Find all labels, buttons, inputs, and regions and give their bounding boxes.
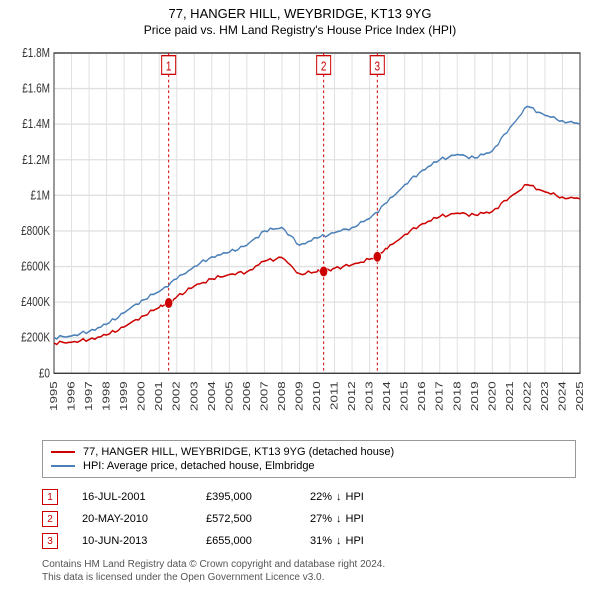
transaction-delta: 27% ↓ HPI [310,513,364,525]
x-tick-label: 1998 [101,381,112,411]
transaction-delta: 31% ↓ HPI [310,535,364,547]
transaction-badge: 3 [42,533,58,549]
y-tick-label: £1.6M [22,81,50,96]
x-tick-label: 2011 [329,381,340,410]
price-chart: £0 £200K £400K £600K £800K £1M £1.2M £1.4M £1.6M… [8,45,586,432]
legend-item: 77, HANGER HILL, WEYBRIDGE, KT13 9YG (de… [51,445,567,459]
x-tick-label: 2022 [522,381,533,411]
x-tick-label: 2017 [434,381,445,411]
transaction-row: 2 20-MAY-2010 £572,500 27% ↓ HPI [42,508,576,530]
x-tick-label: 1997 [84,381,95,411]
x-tick-label: 2021 [504,381,515,411]
y-tick-label: £800K [21,224,50,239]
y-tick-label: £1M [31,188,50,203]
transaction-badge: 1 [42,489,58,505]
x-tick-label: 2009 [294,381,305,411]
title-block: 77, HANGER HILL, WEYBRIDGE, KT13 9YG Pri… [0,0,600,41]
legend-label: HPI: Average price, detached house, Elmb… [83,460,315,472]
chart-container: £0 £200K £400K £600K £800K £1M £1.2M £1.4M £1.6M… [8,45,586,432]
transaction-point [320,266,328,277]
transaction-price: £572,500 [206,513,286,525]
x-tick-label: 2013 [364,381,375,411]
transaction-date: 16-JUL-2001 [82,491,182,503]
transaction-price: £395,000 [206,491,286,503]
marker-number: 1 [166,59,172,74]
footnote-line-1: Contains HM Land Registry data © Crown c… [42,558,576,571]
footnote-line-2: This data is licensed under the Open Gov… [42,571,576,584]
x-tick-label: 2016 [417,381,428,411]
y-tick-label: £600K [21,259,50,274]
legend-swatch [51,451,75,453]
y-tick-label: £0 [39,366,50,381]
x-tick-label: 2018 [452,381,463,411]
transactions-table: 1 16-JUL-2001 £395,000 22% ↓ HPI 2 20-MAY-201… [42,486,576,552]
transaction-point [373,251,381,262]
x-tick-label: 2024 [557,381,568,411]
x-tick-label: 2019 [469,381,480,411]
legend-item: HPI: Average price, detached house, Elmb… [51,459,567,473]
x-tick-label: 2023 [539,381,550,411]
arrow-down-icon: ↓ [336,513,342,525]
arrow-down-icon: ↓ [336,491,342,503]
marker-number: 2 [321,59,327,74]
x-tick-label: 2012 [347,381,358,411]
data-attribution: Contains HM Land Registry data © Crown c… [42,558,576,584]
arrow-down-icon: ↓ [336,535,342,547]
y-tick-label: £1.2M [22,152,50,167]
subtitle: Price paid vs. HM Land Registry's House … [8,23,592,37]
x-tick-label: 2015 [399,381,410,411]
transaction-delta: 22% ↓ HPI [310,491,364,503]
x-tick-label: 1996 [66,381,77,411]
marker-number: 3 [375,59,381,74]
x-tick-label: 2005 [224,381,235,411]
legend-swatch [51,465,75,467]
y-tick-label: £1.4M [22,117,50,132]
transaction-date: 10-JUN-2013 [82,535,182,547]
transaction-date: 20-MAY-2010 [82,513,182,525]
transaction-point [165,298,173,309]
x-tick-label: 1999 [119,381,130,411]
x-tick-label: 2004 [206,381,217,411]
legend-label: 77, HANGER HILL, WEYBRIDGE, KT13 9YG (de… [83,446,394,458]
x-tick-label: 2000 [136,381,147,411]
x-tick-label: 2006 [241,381,252,411]
x-tick-label: 2007 [259,381,270,411]
x-tick-label: 2025 [575,381,586,411]
x-tick-label: 2002 [171,381,182,411]
address-title: 77, HANGER HILL, WEYBRIDGE, KT13 9YG [8,6,592,21]
x-tick-label: 2014 [382,381,393,411]
x-tick-label: 2010 [312,381,323,411]
x-tick-label: 2003 [189,381,200,411]
x-tick-label: 2008 [276,381,287,411]
transaction-badge: 2 [42,511,58,527]
transaction-row: 3 10-JUN-2013 £655,000 31% ↓ HPI [42,530,576,552]
y-tick-label: £200K [21,330,50,345]
y-tick-label: £400K [21,295,50,310]
x-tick-label: 1995 [49,381,60,411]
x-tick-label: 2020 [487,381,498,411]
x-tick-label: 2001 [154,381,165,411]
y-tick-label: £1.8M [22,46,50,61]
transaction-price: £655,000 [206,535,286,547]
page-root: 77, HANGER HILL, WEYBRIDGE, KT13 9YG Pri… [0,0,600,590]
legend-box: 77, HANGER HILL, WEYBRIDGE, KT13 9YG (de… [42,440,576,478]
transaction-row: 1 16-JUL-2001 £395,000 22% ↓ HPI [42,486,576,508]
